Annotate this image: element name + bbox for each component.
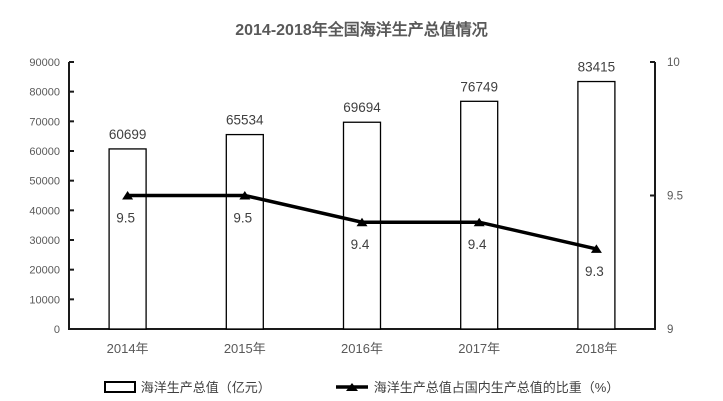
bar — [577, 80, 616, 330]
x-axis-category-label: 2018年 — [575, 341, 617, 356]
bar — [460, 100, 499, 330]
x-axis-category-label: 2014年 — [107, 341, 149, 356]
bar — [225, 133, 264, 330]
line-value-label: 9.5 — [116, 211, 135, 226]
bar-value-label: 76749 — [460, 79, 498, 94]
legend-item-line-series: 海洋生产总值占国内生产总值的比重（%） — [335, 377, 620, 396]
bar — [108, 148, 147, 330]
line-marker-icon — [473, 217, 485, 227]
bar-value-label: 69694 — [343, 100, 381, 115]
right-axis-tick-label: 10 — [667, 57, 680, 69]
bar-value-label: 60699 — [109, 127, 147, 142]
line-series-swatch-icon — [335, 381, 369, 393]
left-axis-tick-label: 60000 — [29, 146, 60, 158]
right-axis-tick-label: 9.5 — [667, 191, 683, 203]
left-axis-tick-label: 20000 — [29, 265, 60, 277]
line-marker-icon — [122, 191, 134, 200]
left-axis-tick-label: 30000 — [29, 235, 60, 247]
x-axis-category-label: 2016年 — [341, 341, 383, 356]
left-axis-tick-label: 40000 — [29, 205, 60, 217]
chart-title: 2014-2018年全国海洋生产总值情况 — [235, 22, 488, 39]
left-axis-tick-label: 50000 — [29, 176, 60, 188]
bar-value-label: 83415 — [578, 60, 616, 75]
bar-value-label: 65534 — [226, 113, 264, 128]
line-marker-icon — [356, 217, 368, 227]
line-value-label: 9.5 — [233, 211, 252, 226]
x-axis-category-label: 2017年 — [458, 341, 500, 356]
line-value-label: 9.4 — [351, 237, 370, 252]
line-value-label: 9.4 — [468, 237, 487, 252]
x-axis-category-label: 2015年 — [224, 341, 266, 356]
right-axis-tick-label: 9 — [667, 324, 673, 336]
line-value-label: 9.3 — [585, 264, 604, 279]
line-series-label: 海洋生产总值占国内生产总值的比重（%） — [373, 380, 620, 395]
left-axis-tick-label: 70000 — [29, 116, 60, 128]
bar-series-label: 海洋生产总值（亿元） — [140, 380, 271, 395]
left-axis-tick-label: 10000 — [29, 294, 60, 306]
line-marker-icon — [590, 244, 602, 253]
left-axis-tick-label: 80000 — [29, 87, 60, 99]
left-axis-tick-label: 0 — [54, 324, 60, 336]
legend: 海洋生产总值（亿元） 海洋生产总值占国内生产总值的比重（%） — [0, 377, 723, 396]
line-marker-icon — [239, 191, 251, 200]
left-axis-tick-label: 90000 — [29, 57, 60, 69]
bar-series-swatch-icon — [103, 380, 136, 393]
legend-item-bar-series: 海洋生产总值（亿元） — [103, 377, 271, 396]
